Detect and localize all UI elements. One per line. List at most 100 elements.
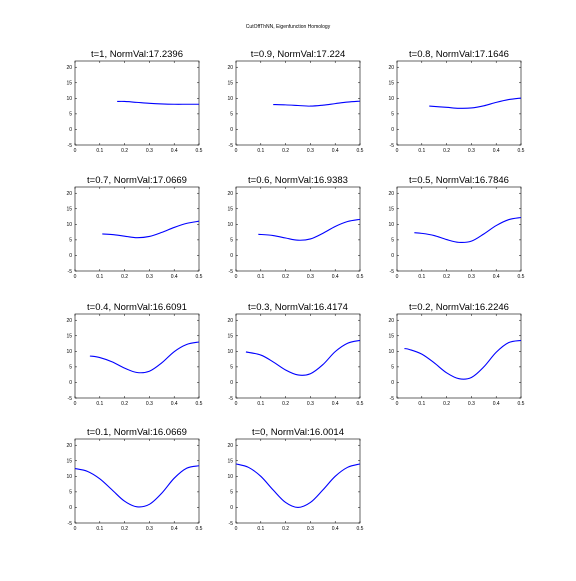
x-tick-label: 0.2 [443, 148, 450, 154]
y-tick-label: 10 [227, 349, 233, 355]
y-tick-label: -5 [229, 143, 234, 149]
y-tick-label: 10 [227, 96, 233, 102]
y-tick-label: 20 [388, 65, 394, 71]
subplot-7: t=0.3, NormVal:16.4174 0 0.1 0.2 0.3 0.4 0.5 -5… [227, 302, 363, 407]
x-tick-label: 0.2 [282, 148, 289, 154]
x-tick-label: 0.3 [468, 401, 475, 407]
subplot-title: t=0.8, NormVal:17.1646 [409, 49, 509, 60]
y-tick-label: 20 [66, 65, 72, 71]
x-tick-label: 0.1 [257, 148, 264, 154]
y-tick-label: 0 [230, 253, 233, 259]
y-tick-label: 5 [230, 238, 233, 244]
x-tick-label: 0.4 [332, 148, 339, 154]
y-tick-label: -5 [68, 143, 73, 149]
x-tick-label: 0.1 [96, 401, 103, 407]
y-tick-label: 15 [66, 459, 72, 465]
y-tick-label: 15 [227, 459, 233, 465]
y-tick-label: 5 [391, 365, 394, 371]
y-tick-label: 15 [388, 81, 394, 87]
axes-box [396, 186, 522, 272]
axes-box [396, 60, 522, 146]
y-tick-label: 0 [230, 505, 233, 511]
axes-box [235, 186, 361, 272]
y-tick-label: -5 [390, 269, 395, 275]
subplot-2: t=0.8, NormVal:17.1646 0 0.1 0.2 0.3 0.4 0.5 -5… [388, 49, 524, 154]
x-tick-label: 0 [235, 526, 238, 532]
y-tick-label: 0 [391, 380, 394, 386]
axes-box [235, 313, 361, 399]
x-tick-label: 0.2 [121, 526, 128, 532]
subplot-title: t=0.5, NormVal:16.7846 [409, 175, 509, 186]
series-line [89, 341, 200, 374]
x-tick-label: 0.5 [357, 401, 364, 407]
y-tick-label: -5 [229, 269, 234, 275]
subplot-6: t=0.4, NormVal:16.6091 0 0.1 0.2 0.3 0.4 0.5 -5… [66, 302, 202, 407]
x-tick-label: 0 [396, 274, 399, 280]
y-tick-label: 20 [227, 443, 233, 449]
y-tick-label: 15 [66, 207, 72, 213]
x-tick-label: 0.4 [171, 274, 178, 280]
axes-box [396, 313, 522, 399]
y-tick-label: 0 [391, 253, 394, 259]
x-tick-label: 0.1 [418, 148, 425, 154]
x-tick-label: 0.4 [171, 401, 178, 407]
x-tick-label: 0 [396, 401, 399, 407]
y-tick-label: -5 [68, 396, 73, 402]
x-tick-label: 0.1 [257, 401, 264, 407]
x-tick-label: 0.1 [418, 401, 425, 407]
y-tick-label: -5 [229, 396, 234, 402]
y-tick-label: 5 [391, 112, 394, 118]
x-tick-label: 0.2 [121, 148, 128, 154]
subplot-3: t=0.7, NormVal:17.0669 0 0.1 0.2 0.3 0.4 0.5 -5… [66, 175, 202, 280]
x-tick-label: 0.1 [96, 148, 103, 154]
y-tick-label: 5 [230, 112, 233, 118]
y-tick-label: -5 [390, 143, 395, 149]
series-line [235, 463, 361, 508]
y-tick-label: 15 [66, 334, 72, 340]
y-tick-label: 15 [227, 81, 233, 87]
y-tick-label: 0 [69, 127, 72, 133]
y-tick-label: 5 [230, 365, 233, 371]
y-tick-label: 15 [227, 334, 233, 340]
x-tick-label: 0.3 [307, 148, 314, 154]
axes-box [74, 186, 200, 272]
y-tick-label: -5 [390, 396, 395, 402]
subplot-title: t=0.6, NormVal:16.9383 [248, 175, 348, 186]
x-tick-label: 0.1 [418, 274, 425, 280]
x-tick-label: 0.4 [171, 526, 178, 532]
x-tick-label: 0.3 [146, 401, 153, 407]
x-tick-label: 0.3 [146, 148, 153, 154]
y-tick-label: 20 [388, 318, 394, 324]
figure-suptitle: CutOffThNN, Eigenfunction Homology [245, 24, 331, 30]
y-tick-label: -5 [68, 269, 73, 275]
x-tick-label: 0.3 [468, 274, 475, 280]
x-tick-label: 0.2 [443, 401, 450, 407]
y-tick-label: 15 [66, 81, 72, 87]
series-line [74, 465, 200, 508]
x-tick-label: 0.3 [307, 401, 314, 407]
series-line [273, 100, 361, 107]
x-tick-label: 0.3 [146, 274, 153, 280]
y-tick-label: 5 [69, 490, 72, 496]
x-tick-label: 0 [74, 526, 77, 532]
y-tick-label: 5 [69, 112, 72, 118]
x-tick-label: 0.5 [196, 274, 203, 280]
subplot-4: t=0.6, NormVal:16.9383 0 0.1 0.2 0.3 0.4 0.5 -5… [227, 175, 363, 280]
subplot-title: t=0.4, NormVal:16.6091 [87, 302, 187, 313]
x-tick-label: 0.2 [443, 274, 450, 280]
x-tick-label: 0.5 [357, 526, 364, 532]
x-tick-label: 0.5 [196, 148, 203, 154]
series-line [117, 100, 199, 105]
x-tick-label: 0 [74, 401, 77, 407]
subplot-title: t=1, NormVal:17.2396 [91, 49, 183, 60]
axes-box [74, 60, 200, 146]
y-tick-label: 20 [227, 191, 233, 197]
x-tick-label: 0 [74, 148, 77, 154]
series-line [258, 218, 361, 241]
x-tick-label: 0 [74, 274, 77, 280]
y-tick-label: 0 [391, 127, 394, 133]
x-tick-label: 0 [396, 148, 399, 154]
y-tick-label: 0 [69, 380, 72, 386]
